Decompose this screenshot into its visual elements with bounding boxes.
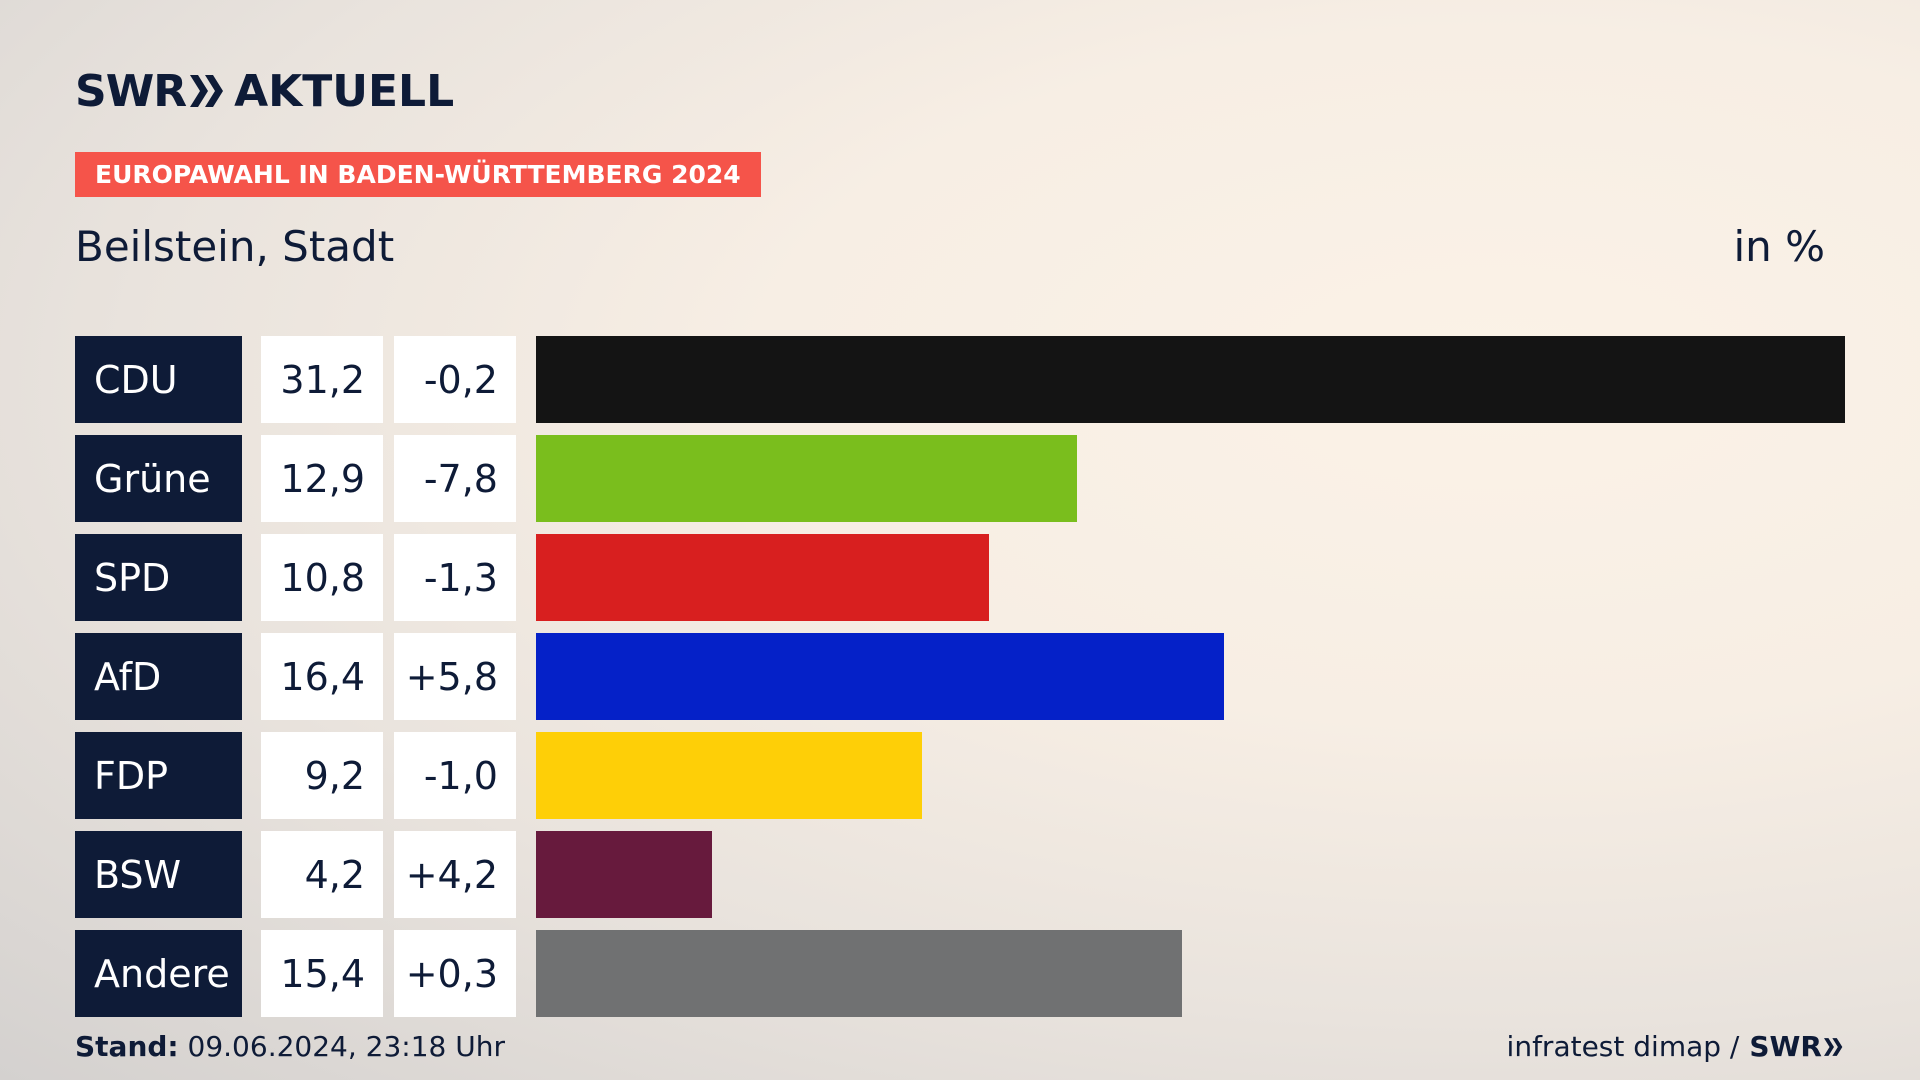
timestamp: Stand: 09.06.2024, 23:18 Uhr [75,1030,505,1063]
vote-change-value: +0,3 [394,930,516,1017]
location-title: Beilstein, Stadt [75,222,395,271]
source-text: infratest dimap / [1506,1030,1740,1063]
vote-change-value: +5,8 [394,633,516,720]
party-label: AfD [75,633,242,720]
vote-change-value: -0,2 [394,336,516,423]
vote-change-value: -1,0 [394,732,516,819]
party-label: CDU [75,336,242,423]
vote-share-value: 15,4 [261,930,383,1017]
source-credit: infratest dimap / SWR [1507,1030,1844,1063]
vote-share-value: 10,8 [261,534,383,621]
vote-change-value: +4,2 [394,831,516,918]
logo-brand: SWR [75,65,187,117]
vote-share-value: 9,2 [261,732,383,819]
stand-value: 09.06.2024, 23:18 Uhr [187,1030,505,1063]
vote-change-value: -7,8 [394,435,516,522]
result-bar [536,831,712,918]
vote-share-value: 4,2 [261,831,383,918]
result-bar [536,732,922,819]
party-label: SPD [75,534,242,621]
logo-product: AKTUELL [234,65,455,117]
vote-share-value: 12,9 [261,435,383,522]
result-bar [536,336,1845,423]
double-chevron-icon [1824,1037,1843,1056]
vote-share-value: 31,2 [261,336,383,423]
party-label: BSW [75,831,242,918]
vote-share-value: 16,4 [261,633,383,720]
result-bar [536,534,989,621]
unit-label: in % [1733,222,1825,271]
result-bar [536,930,1182,1017]
election-badge: EUROPAWAHL IN BADEN-WÜRTTEMBERG 2024 [75,152,761,197]
result-bar [536,435,1077,522]
vote-change-value: -1,3 [394,534,516,621]
swr-aktuell-logo: SWR AKTUELL [75,65,455,117]
source-brand: SWR [1749,1030,1822,1063]
result-bar [536,633,1224,720]
party-label: Grüne [75,435,242,522]
party-label: FDP [75,732,242,819]
double-chevron-icon [190,75,224,107]
stand-label: Stand: [75,1030,179,1063]
party-label: Andere [75,930,242,1017]
